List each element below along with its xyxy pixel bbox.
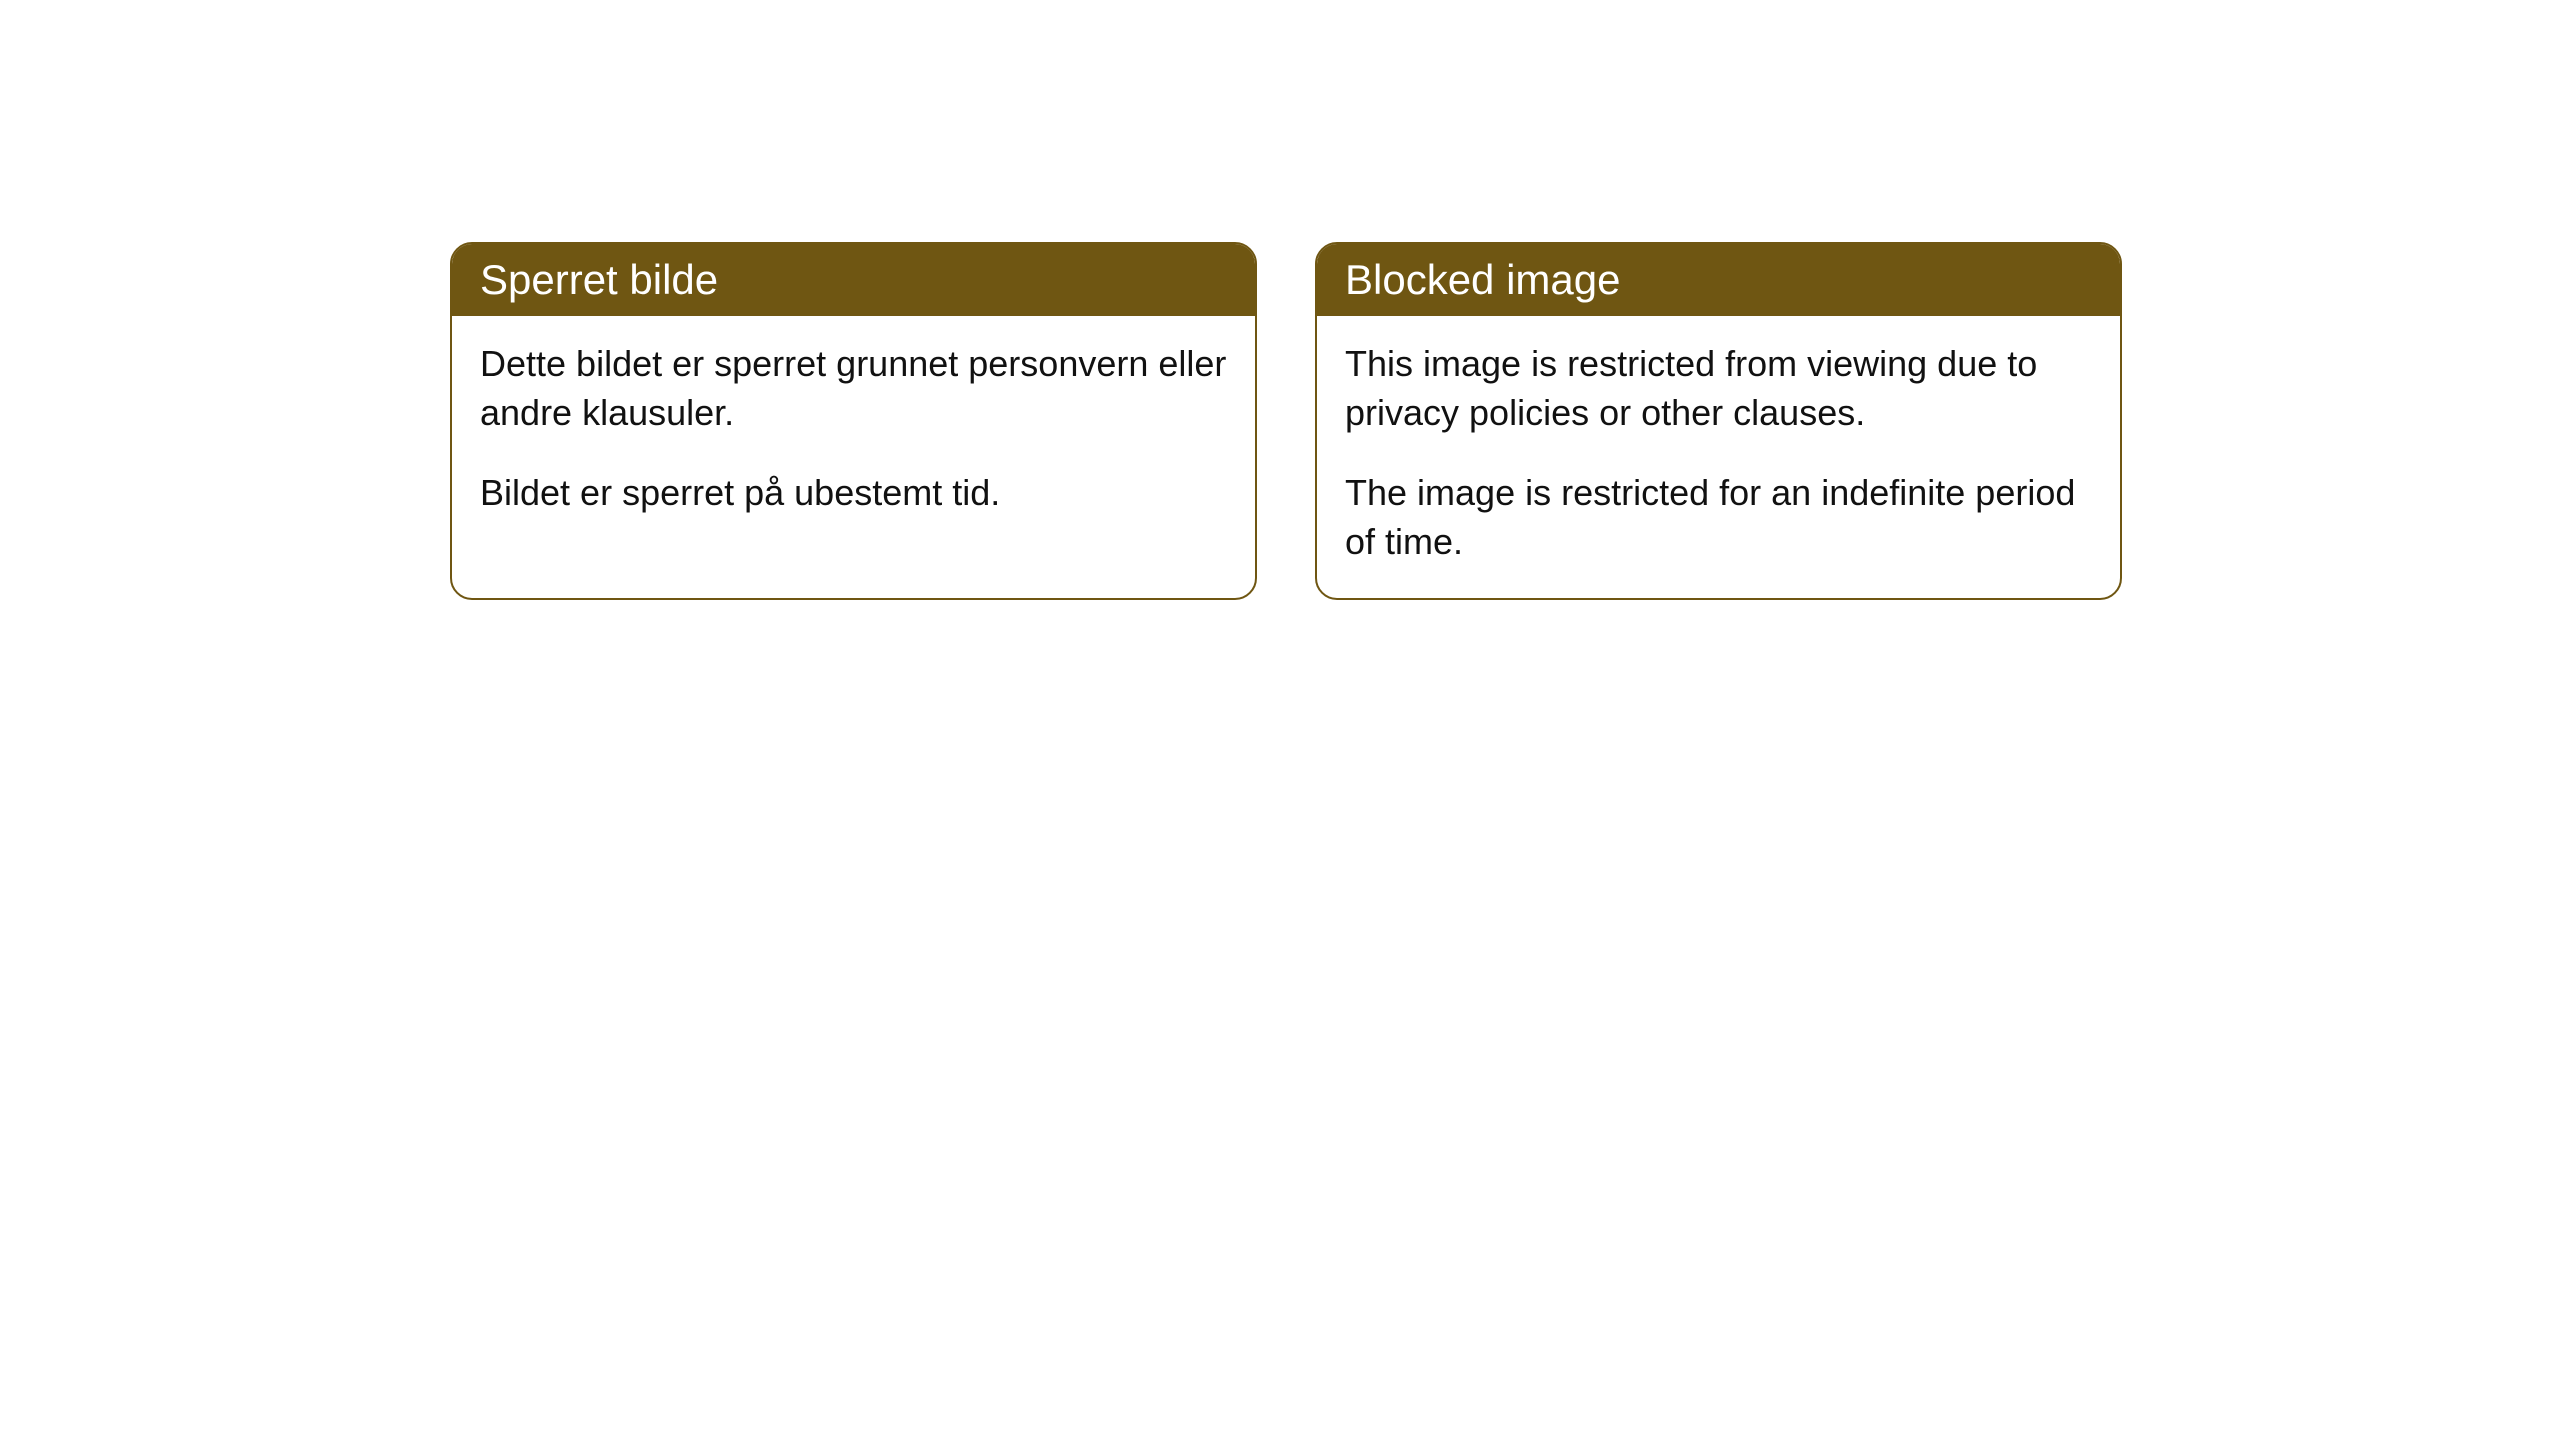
card-paragraph: Bildet er sperret på ubestemt tid. [480,469,1227,518]
cards-container: Sperret bilde Dette bildet er sperret gr… [0,0,2560,600]
blocked-image-card-no: Sperret bilde Dette bildet er sperret gr… [450,242,1257,600]
card-body: This image is restricted from viewing du… [1317,316,2120,598]
card-paragraph: This image is restricted from viewing du… [1345,340,2092,437]
blocked-image-card-en: Blocked image This image is restricted f… [1315,242,2122,600]
card-paragraph: Dette bildet er sperret grunnet personve… [480,340,1227,437]
card-header: Blocked image [1317,244,2120,316]
card-body: Dette bildet er sperret grunnet personve… [452,316,1255,550]
card-header: Sperret bilde [452,244,1255,316]
card-title: Blocked image [1345,256,1620,303]
card-title: Sperret bilde [480,256,718,303]
card-paragraph: The image is restricted for an indefinit… [1345,469,2092,566]
